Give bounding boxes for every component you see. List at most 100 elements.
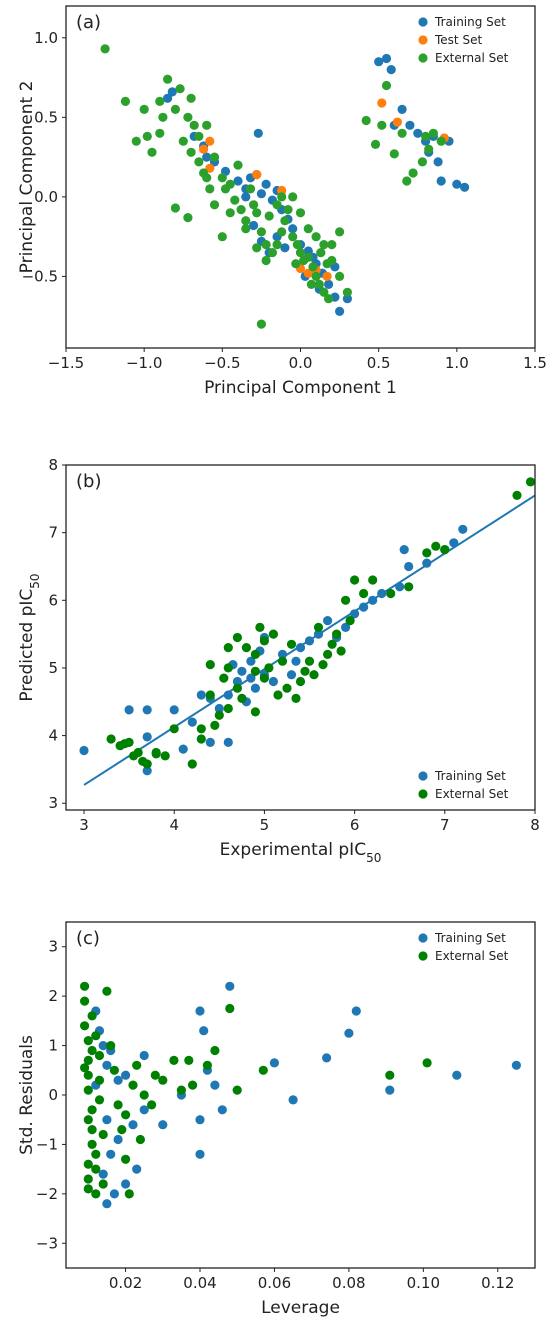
- y-tick-label: 0: [48, 1086, 58, 1104]
- x-tick-label: 0.10: [407, 1274, 440, 1292]
- data-point: [381, 80, 392, 91]
- data-point: [431, 541, 441, 551]
- x-axis-label: Principal Component 1: [204, 378, 397, 398]
- panel-label: (a): [76, 12, 101, 33]
- data-point: [160, 751, 170, 761]
- data-point: [381, 53, 392, 64]
- data-point: [178, 136, 188, 146]
- data-point: [440, 545, 450, 555]
- data-point: [422, 548, 432, 558]
- data-point: [232, 1085, 242, 1095]
- data-point: [303, 252, 313, 262]
- data-point: [210, 1045, 220, 1056]
- data-point: [313, 629, 324, 639]
- data-point: [288, 232, 298, 242]
- data-point: [169, 724, 179, 734]
- data-point: [277, 227, 287, 237]
- data-point: [359, 602, 369, 612]
- data-point: [87, 1045, 97, 1056]
- data-point: [268, 676, 278, 687]
- data-point: [402, 176, 412, 186]
- legend-label: External Set: [435, 787, 509, 801]
- data-point: [121, 1179, 131, 1189]
- data-point: [282, 683, 292, 693]
- data-point: [306, 279, 316, 289]
- data-point: [232, 683, 242, 693]
- data-point: [237, 693, 247, 704]
- data-point: [80, 1063, 90, 1073]
- data-point: [259, 673, 269, 683]
- data-point: [214, 703, 224, 714]
- y-tick-label: 2: [48, 987, 58, 1005]
- legend-marker: [418, 789, 428, 799]
- data-point: [300, 666, 310, 676]
- y-tick-label: −2: [36, 1185, 58, 1203]
- data-point: [147, 147, 157, 157]
- data-point: [256, 319, 266, 329]
- data-point: [277, 185, 287, 196]
- data-point: [313, 622, 324, 633]
- data-point: [233, 160, 243, 170]
- data-point: [106, 1041, 116, 1051]
- data-point: [303, 246, 313, 256]
- data-point: [341, 622, 351, 633]
- legend-label: Training Set: [434, 769, 506, 783]
- data-point: [511, 1060, 521, 1070]
- data-point: [169, 1055, 179, 1065]
- data-point: [225, 179, 235, 189]
- data-point: [292, 240, 302, 250]
- data-point: [80, 981, 90, 991]
- data-point: [241, 643, 251, 653]
- data-point: [196, 734, 206, 744]
- data-point: [359, 588, 369, 599]
- panel-c-williams-plot: 0.02 0.04 0.06 0.08 0.10 0.12 −3 −2 −1 0 1 2 3 Levera…: [17, 921, 536, 1318]
- data-point: [135, 1134, 145, 1145]
- data-point: [109, 1189, 119, 1199]
- data-point: [91, 1031, 101, 1041]
- data-point: [79, 745, 89, 756]
- data-point: [291, 259, 301, 269]
- x-axis-label: Leverage: [261, 1298, 340, 1318]
- data-point: [386, 65, 396, 75]
- data-point: [252, 208, 262, 218]
- data-point: [291, 656, 301, 666]
- data-point: [417, 157, 427, 167]
- data-point: [142, 705, 152, 715]
- data-point: [392, 117, 402, 127]
- data-point: [187, 759, 197, 769]
- data-point: [106, 734, 116, 744]
- data-point: [163, 74, 173, 84]
- data-point: [386, 588, 396, 599]
- data-point: [250, 707, 260, 717]
- data-point: [155, 128, 165, 138]
- data-point: [288, 192, 298, 202]
- panel-label: (c): [76, 928, 100, 949]
- data-point: [424, 144, 434, 154]
- data-point: [175, 84, 185, 94]
- data-point: [335, 271, 345, 281]
- data-point: [246, 656, 256, 666]
- data-point: [327, 240, 337, 250]
- series-training-set: [91, 981, 521, 1209]
- data-point: [184, 1055, 194, 1065]
- data-point: [102, 1199, 112, 1209]
- data-point: [187, 717, 197, 727]
- data-point: [150, 1070, 160, 1080]
- data-point: [335, 227, 345, 237]
- data-point: [370, 139, 381, 149]
- data-point: [194, 157, 204, 167]
- x-tick-label: 1.0: [445, 354, 469, 372]
- data-point: [109, 1065, 119, 1075]
- data-point: [186, 147, 196, 157]
- data-point: [261, 179, 271, 189]
- x-axis-label-subscript: 50: [366, 851, 381, 865]
- x-tick-label: 0.0: [289, 354, 313, 372]
- x-tick-label: 0.12: [481, 1274, 514, 1292]
- data-point: [250, 649, 260, 660]
- data-point: [83, 1055, 93, 1065]
- data-point: [280, 216, 290, 226]
- data-point: [132, 1164, 142, 1174]
- data-point: [374, 57, 384, 67]
- data-point: [324, 279, 334, 289]
